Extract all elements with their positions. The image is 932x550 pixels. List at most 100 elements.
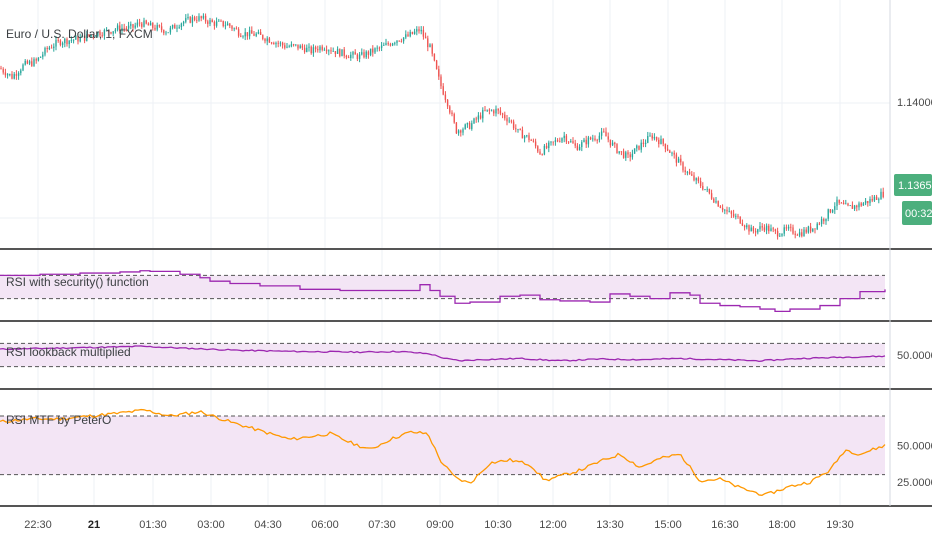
candle-body [325,49,328,52]
candle-body [512,121,515,129]
candle-body [550,141,552,143]
candle-body [233,28,235,30]
candle-body [882,191,884,197]
candle-body [629,154,631,158]
candle-body [176,27,178,29]
candle-body [825,218,827,222]
candle-body [286,46,288,48]
candle-body [567,141,570,143]
candle-body [842,202,845,205]
candle-body [92,35,95,37]
candle-body [794,233,796,235]
candle-body [174,24,176,29]
candle-body [574,143,576,146]
candle-body [757,229,759,233]
candle-body [61,43,64,45]
countdown-badge-bg [902,201,932,225]
candle-body [405,34,407,38]
candle-body [35,59,37,61]
candle-body [130,24,132,26]
candle-body [143,20,145,27]
candle-body [680,158,682,163]
candle-body [400,41,403,43]
candle-body [339,49,341,57]
candle-body [204,15,207,22]
candle-body [816,223,818,230]
rsi-lookback-pane[interactable] [0,342,886,368]
candle-body [112,31,114,34]
candle-body [145,20,147,24]
rsi-series-line [0,345,886,363]
time-tick-label: 07:30 [368,519,396,531]
candle-body [182,21,185,24]
time-tick-label: 12:00 [539,519,567,531]
candle-body [33,59,35,66]
candle-body [768,225,770,232]
candle-body [466,122,469,125]
candle-body [77,36,79,42]
candle-body [297,44,299,49]
candle-body [664,143,667,149]
candle-body [341,49,343,57]
candle-body [345,55,348,58]
time-axis[interactable]: 22:30 21 01:30 03:00 04:30 06:00 07:30 09:00 10:… [24,519,854,531]
candle-body [616,144,618,154]
candle-body [605,131,607,137]
candle-body [875,196,878,200]
candle-body [565,135,568,142]
time-tick-label: 01:30 [139,519,167,531]
price-pane[interactable] [0,13,884,240]
candle-body [270,42,273,44]
candle-body [424,36,427,39]
candle-body [829,209,832,213]
candle-body [213,22,216,26]
candle-body [114,29,117,32]
candle-body [394,42,396,44]
candle-body [235,28,238,30]
candle-body [820,219,823,224]
candle-body [402,37,405,42]
rsi-lookback-tick-label: 50.0000 [897,350,932,362]
candle-body [638,145,640,150]
price-axis[interactable]: 1.14000 50.0000 50.0000 25.0000 [897,97,932,489]
candle-body [178,26,180,28]
candle-body [44,48,46,55]
candle-body [686,171,689,173]
candle-body [407,34,409,37]
time-tick-label: 19:30 [826,519,854,531]
candle-body [167,32,169,34]
rsi-security-pane[interactable] [0,270,886,313]
candle-body [633,148,636,154]
candle-body [594,138,596,140]
candle-body [169,27,172,33]
candle-body [675,154,678,163]
candle-body [552,141,554,143]
candle-body [273,43,275,45]
candle-body [413,31,416,34]
candle-body [334,51,337,54]
candle-body [422,29,425,37]
candle-body [827,209,829,219]
rsi-mtf-pane[interactable] [0,408,886,496]
candle-body [790,226,792,228]
candle-body [655,136,658,140]
candle-body [453,114,455,123]
candle-body [207,21,209,24]
candle-body [343,49,345,56]
candle-body [86,34,88,41]
candle-body [691,174,693,176]
candle-body [165,32,167,34]
candle-body [809,226,812,232]
candle-body [28,61,31,64]
candle-body [873,196,876,201]
time-tick-label: 04:30 [254,519,282,531]
candle-body [649,135,651,137]
candle-body [554,140,557,142]
candle-body [308,46,310,48]
candle-body [224,25,227,27]
candle-body [585,139,587,145]
candle-body [702,185,704,190]
candle-body [803,229,805,237]
candle-body [545,145,548,149]
candle-body [482,109,484,119]
